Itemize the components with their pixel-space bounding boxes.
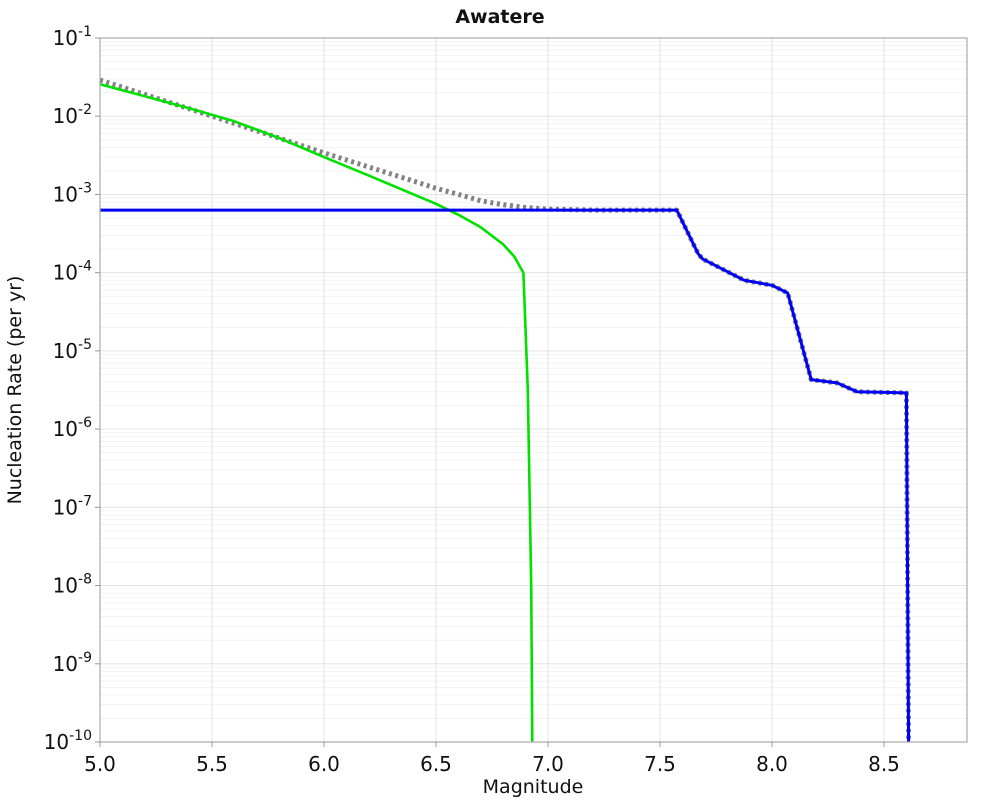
y-tick-label: 10-3 bbox=[53, 180, 92, 206]
x-axis-label: Magnitude bbox=[483, 776, 584, 798]
grid-layer bbox=[100, 38, 967, 742]
y-axis-label: Nucleation Rate (per yr) bbox=[4, 276, 26, 505]
x-tick-label: 8.5 bbox=[868, 752, 900, 776]
axis-layer: 5.0 5.5 6.0 6.5 7.0 7.5 8.0 8.5 10-1 10-2 10-3 10-4… bbox=[44, 24, 968, 776]
y-tick-label: 10-1 bbox=[53, 24, 92, 50]
chart-title: Awatere bbox=[455, 6, 544, 28]
gray-dotted-curve bbox=[99, 77, 912, 743]
plot-frame bbox=[99, 37, 968, 743]
x-tick-label: 5.5 bbox=[196, 752, 228, 776]
y-tick-label: 10-7 bbox=[53, 493, 92, 519]
y-tick-label: 10-8 bbox=[53, 572, 92, 598]
y-tick-label: 10-4 bbox=[53, 259, 93, 285]
y-tick-label: 10-10 bbox=[44, 728, 92, 754]
y-tick-label: 10-5 bbox=[53, 337, 92, 363]
x-tick-label: 7.0 bbox=[532, 752, 564, 776]
x-tick-label: 8.0 bbox=[756, 752, 788, 776]
y-tick-label: 10-9 bbox=[53, 650, 92, 676]
green-solid-curve bbox=[99, 82, 534, 743]
x-tick-label: 5.0 bbox=[84, 752, 116, 776]
y-tick-label: 10-2 bbox=[53, 102, 92, 128]
series-layer bbox=[99, 77, 912, 743]
x-tick-label: 6.5 bbox=[420, 752, 452, 776]
x-tick-label: 6.0 bbox=[308, 752, 340, 776]
x-tick-label: 7.5 bbox=[644, 752, 676, 776]
blue-solid-curve bbox=[100, 208, 911, 743]
y-tick-label: 10-6 bbox=[53, 415, 93, 441]
